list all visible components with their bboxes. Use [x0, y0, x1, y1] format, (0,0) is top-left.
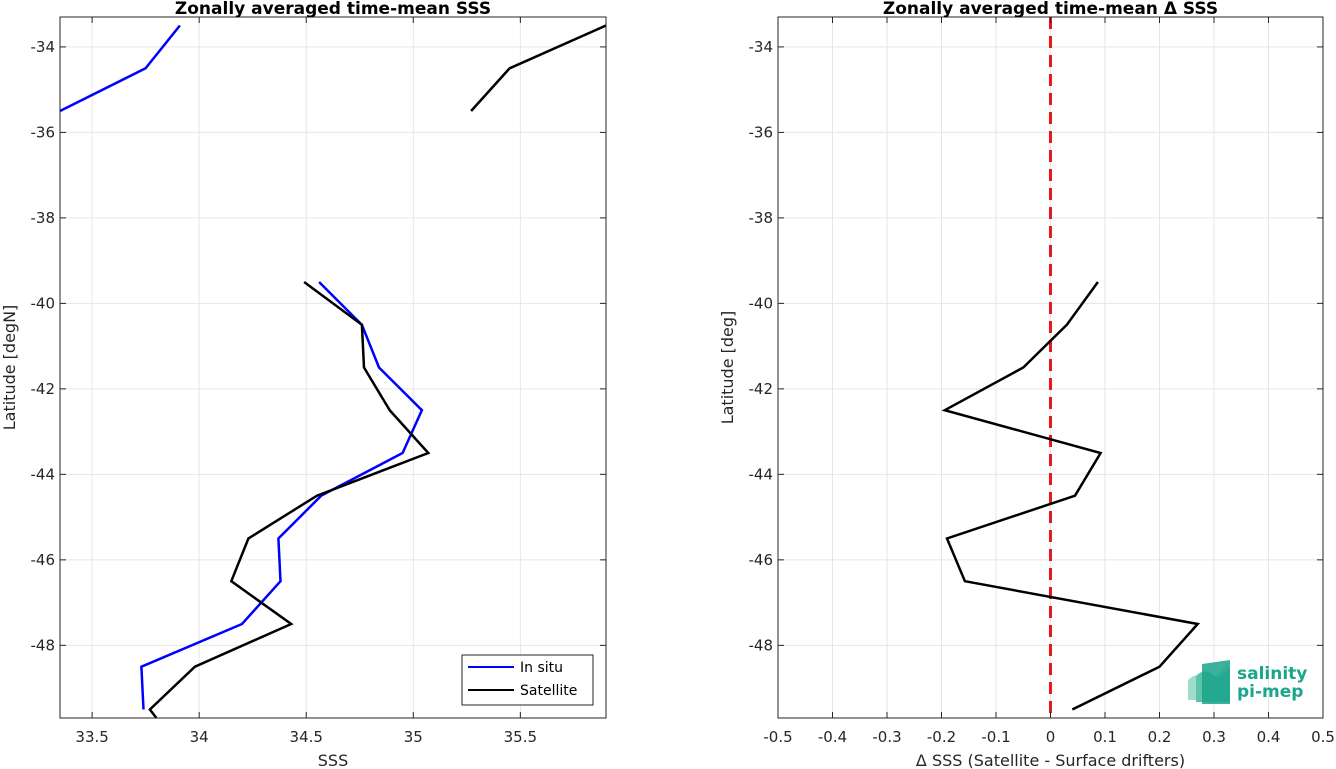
sss-grid [60, 17, 606, 718]
legend-box [461, 654, 594, 706]
sss-ticks: 33.5 34 34.5 35 35.5 -48 -46 -44 -42 -40 -38 -36 -34 [31, 17, 606, 746]
delta-sss-y-tick-label: -48 [749, 636, 774, 654]
sss-panel: 33.5 34 34.5 35 35.5 -48 -46 -44 -42 -40 -38 -36 -34… [0, 0, 607, 769]
sss-x-tick-label: 35.5 [504, 728, 537, 746]
delta-sss-x-tick-label: -0.2 [927, 728, 956, 746]
sss-y-tick-label: -42 [31, 380, 56, 398]
delta-sss-panel: -0.5 -0.4 -0.3 -0.2 -0.1 0 0.1 0.2 0.3 0.4 0.5 -48 -… [718, 0, 1335, 769]
satellite-series-line [470, 24, 607, 112]
delta-sss-y-tick-label: -46 [749, 551, 774, 569]
sss-y-tick-label: -40 [31, 294, 56, 312]
satellite-series-line [148, 280, 431, 719]
delta-sss-x-axis-label: Δ SSS (Satellite - Surface drifters) [916, 751, 1185, 769]
wave-logo-icon [1188, 660, 1230, 704]
delta-sss-x-tick-label: 0.2 [1148, 728, 1172, 746]
delta-sss-x-tick-label: 0.4 [1257, 728, 1281, 746]
sss-chart-title: Zonally averaged time-mean SSS [175, 0, 491, 19]
delta-sss-y-tick-label: -38 [749, 209, 774, 227]
delta-sss-x-tick-label: -0.4 [818, 728, 847, 746]
sss-y-tick-label: -48 [31, 636, 56, 654]
logo-text-salinity: salinity [1237, 664, 1307, 684]
salinity-pi-mep-logo: salinity pi-mep [1188, 660, 1307, 704]
delta-sss-x-tick-label: 0.5 [1311, 728, 1335, 746]
delta-sss-chart-title: Zonally averaged time-mean Δ SSS [883, 0, 1218, 19]
sss-lines [59, 24, 607, 719]
sss-legend: In situ Satellite [461, 654, 594, 706]
logo-text-pi-mep: pi-mep [1237, 682, 1303, 702]
sss-x-tick-label: 34 [190, 728, 209, 746]
delta-sss-x-tick-label: -0.3 [872, 728, 901, 746]
delta-sss-y-tick-label: -34 [749, 38, 774, 56]
delta-sss-x-tick-label: 0 [1046, 728, 1056, 746]
sss-axes-box [59, 16, 607, 719]
sss-y-tick-label: -38 [31, 209, 56, 227]
legend-label-satellite: Satellite [520, 683, 577, 699]
delta-sss-lines [941, 17, 1201, 718]
sss-y-tick-label: -44 [31, 465, 56, 483]
legend-label-in-situ: In situ [520, 660, 563, 676]
sss-y-tick-label: -36 [31, 123, 56, 141]
delta-sss-x-tick-label: -0.5 [763, 728, 792, 746]
delta-sss-x-tick-label: -0.1 [981, 728, 1010, 746]
sss-y-axis-label: Latitude [degN] [0, 305, 19, 431]
sss-x-tick-label: 34.5 [290, 728, 323, 746]
delta-sss-y-tick-label: -42 [749, 380, 774, 398]
sss-x-tick-label: 33.5 [75, 728, 108, 746]
delta-sss-y-axis-label: Latitude [deg] [718, 311, 737, 425]
delta-sss-y-tick-label: -44 [749, 465, 774, 483]
sss-y-tick-label: -46 [31, 551, 56, 569]
in-situ-series-line [59, 24, 181, 113]
sss-x-axis-label: SSS [318, 751, 348, 769]
delta-sss-x-tick-label: 0.1 [1093, 728, 1117, 746]
sss-plot-area [60, 17, 606, 718]
delta-sss-series-line [941, 281, 1201, 711]
delta-sss-y-tick-label: -36 [749, 123, 774, 141]
in-situ-series-line [140, 281, 424, 710]
delta-sss-y-tick-label: -40 [749, 294, 774, 312]
delta-sss-ticks: -0.5 -0.4 -0.3 -0.2 -0.1 0 0.1 0.2 0.3 0.4 0.5 -48 -… [749, 17, 1335, 746]
sss-y-tick-label: -34 [31, 38, 56, 56]
sss-x-tick-label: 35 [404, 728, 423, 746]
delta-sss-x-tick-label: 0.3 [1202, 728, 1226, 746]
